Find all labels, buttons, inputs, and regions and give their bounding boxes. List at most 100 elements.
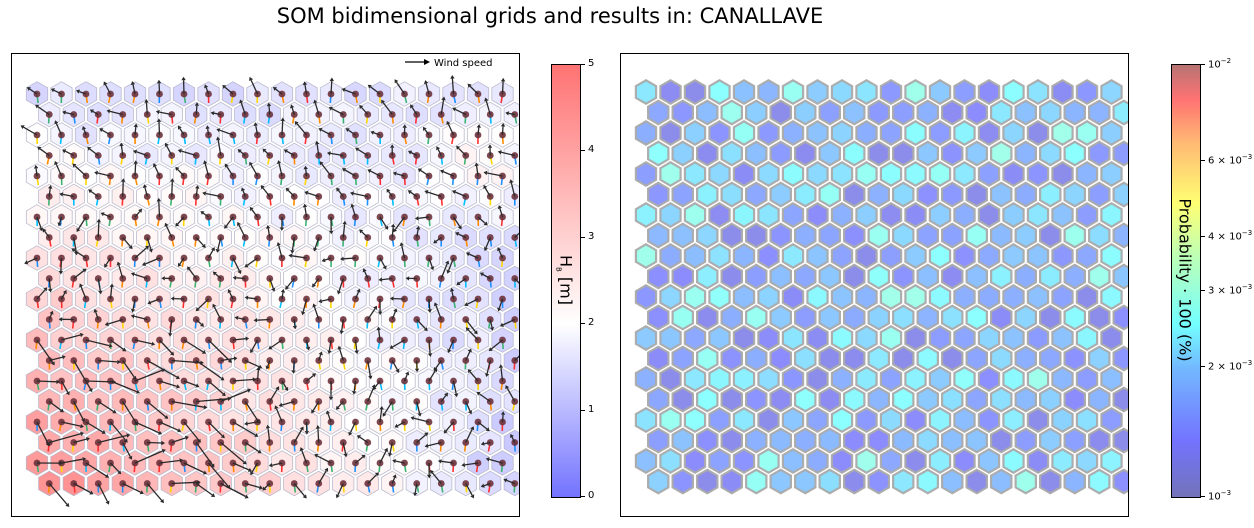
probability-hex-cell bbox=[965, 304, 988, 331]
wind-arrowhead bbox=[215, 248, 221, 253]
wind-arrow bbox=[177, 216, 185, 225]
wind-arrowhead bbox=[480, 483, 485, 488]
wind-arrowhead bbox=[71, 248, 76, 253]
wind-arrow bbox=[232, 338, 246, 341]
wind-arrowhead bbox=[108, 343, 113, 348]
wind-arrow bbox=[208, 380, 224, 395]
node-marker bbox=[107, 295, 114, 303]
wind-arrow bbox=[134, 369, 163, 382]
probability-hex-cell bbox=[781, 366, 805, 392]
probability-hex-cell bbox=[683, 448, 707, 474]
probability-hex-cell bbox=[708, 120, 731, 146]
wind-arrowhead bbox=[444, 392, 448, 397]
probability-hex-cell bbox=[928, 407, 952, 433]
wind-arrow bbox=[61, 421, 81, 427]
wind-arrowhead bbox=[485, 457, 490, 462]
wind-arrow bbox=[147, 441, 162, 444]
wind-arrowhead bbox=[375, 472, 379, 477]
wind-arrowhead bbox=[319, 161, 324, 166]
probability-hex-cell bbox=[818, 222, 841, 249]
wind-arrow bbox=[134, 247, 147, 259]
probability-hex-cell bbox=[757, 448, 780, 474]
probability-hex-cell bbox=[990, 99, 1013, 126]
node-marker bbox=[303, 254, 310, 262]
probability-hex-cell bbox=[647, 304, 670, 331]
wind-arrow bbox=[451, 291, 455, 300]
wind-arrowhead bbox=[245, 336, 250, 341]
probability-colorbar-tick-label: 10−3 bbox=[1208, 489, 1232, 503]
wind-arrowhead bbox=[210, 111, 215, 116]
wind-arrowhead bbox=[464, 302, 469, 307]
wind-arrowhead bbox=[487, 144, 493, 148]
probability-hex-cell bbox=[683, 366, 707, 392]
wind-arrow bbox=[364, 271, 369, 279]
wind-arrow bbox=[416, 401, 421, 414]
wind-arrow bbox=[97, 172, 111, 177]
wind-arrow bbox=[48, 188, 51, 197]
wind-arrowhead bbox=[313, 99, 318, 104]
wind-arrowhead bbox=[312, 303, 317, 308]
wind-arrowhead bbox=[485, 373, 490, 377]
wind-arrow bbox=[324, 257, 332, 261]
wind-arrowhead bbox=[328, 106, 333, 111]
wind-arrowhead bbox=[447, 348, 452, 353]
probability-hex-cell bbox=[1002, 120, 1025, 146]
probability-hex-cell bbox=[916, 140, 939, 167]
wind-arrow bbox=[60, 257, 63, 272]
wind-arrow bbox=[395, 460, 405, 464]
wind-arrowhead bbox=[59, 192, 64, 197]
wind-arrow bbox=[351, 206, 357, 218]
wind-arrowhead bbox=[393, 228, 398, 233]
wind-arrow bbox=[166, 145, 173, 156]
probability-hex-cell bbox=[977, 243, 1001, 269]
wind-arrowhead bbox=[337, 290, 342, 295]
wind-arrowhead bbox=[126, 433, 131, 438]
probability-hex-cell bbox=[941, 222, 964, 249]
wind-arrowhead bbox=[304, 431, 309, 435]
wind-arrowhead bbox=[257, 449, 262, 454]
wind-arrowhead bbox=[362, 268, 367, 273]
wind-arrowhead bbox=[489, 326, 495, 331]
wind-arrowhead bbox=[46, 442, 50, 447]
wind-arrowhead bbox=[488, 347, 493, 352]
wind-arrow bbox=[204, 163, 210, 177]
wind-arrow bbox=[36, 421, 49, 444]
probability-hex-cell bbox=[781, 448, 805, 474]
probability-hex-cell bbox=[659, 366, 682, 392]
wind-arrowhead bbox=[164, 142, 169, 147]
wind-arrow bbox=[79, 90, 87, 95]
probability-hex-cell bbox=[695, 140, 719, 167]
hs-colorbar-tickmark bbox=[581, 323, 585, 324]
hs-colorbar-tick-label: 1 bbox=[588, 404, 595, 415]
wind-arrowhead bbox=[76, 89, 80, 94]
wind-arrow bbox=[339, 348, 344, 361]
wind-arrowhead bbox=[302, 203, 308, 208]
wind-arrow bbox=[58, 216, 63, 224]
probability-hex-cell bbox=[843, 304, 866, 331]
probability-hex-cell bbox=[977, 407, 1001, 433]
hs-colorbar-label: HB [m] bbox=[554, 255, 575, 305]
probability-hex-cell bbox=[1014, 140, 1037, 167]
probability-hex-cell bbox=[916, 386, 939, 413]
probability-hex-cell bbox=[818, 468, 841, 495]
probability-hex-cell bbox=[769, 99, 792, 126]
wind-arrow bbox=[242, 190, 246, 197]
wind-arrowhead bbox=[244, 263, 249, 268]
wind-arrow bbox=[238, 224, 246, 238]
wind-arrowhead bbox=[484, 97, 489, 102]
wind-arrow bbox=[442, 171, 454, 177]
wind-arrow bbox=[485, 237, 491, 249]
node-marker bbox=[58, 377, 65, 385]
wind-arrow bbox=[232, 257, 240, 272]
node-marker bbox=[119, 275, 127, 282]
probability-hex-cell bbox=[732, 284, 756, 310]
wind-arrow bbox=[220, 389, 249, 403]
wind-arrowhead bbox=[387, 452, 393, 457]
wind-arrowhead bbox=[313, 247, 318, 252]
wind-arrowhead bbox=[203, 160, 208, 165]
probability-hex-cell bbox=[855, 120, 878, 146]
wind-arrowhead bbox=[327, 350, 332, 355]
wind-arrowhead bbox=[450, 75, 455, 79]
wind-arrowhead bbox=[164, 415, 169, 419]
probability-hex-cell bbox=[928, 120, 952, 146]
